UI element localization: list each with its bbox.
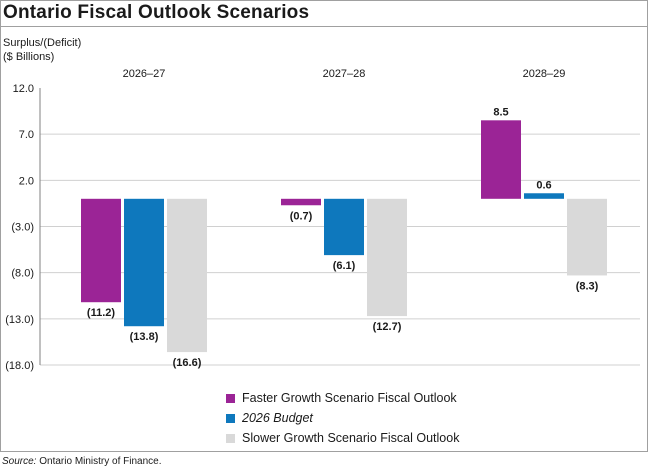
legend-label: Faster Growth Scenario Fiscal Outlook	[242, 391, 457, 405]
y-tick-label: 12.0	[13, 83, 34, 95]
legend-swatch	[226, 413, 235, 423]
legend-item: 2026 Budget	[226, 408, 459, 428]
data-label: (0.7)	[290, 210, 313, 222]
chart-title: Ontario Fiscal Outlook Scenarios	[3, 2, 310, 23]
y-tick-label: 2.0	[19, 175, 34, 187]
y-axis-label-line1: Surplus/(Deficit)	[3, 37, 82, 49]
bar	[367, 198, 407, 317]
legend-item: Faster Growth Scenario Fiscal Outlook	[226, 388, 459, 408]
category-label: 2028–29	[523, 68, 566, 80]
data-label: (16.6)	[173, 357, 202, 369]
source-note: Source: Ontario Ministry of Finance.	[2, 456, 162, 467]
bar	[281, 198, 321, 206]
source-text: Ontario Ministry of Finance.	[39, 456, 162, 467]
data-label: (11.2)	[87, 307, 115, 319]
title-divider	[0, 26, 648, 27]
bar	[524, 193, 564, 199]
legend-swatch	[226, 393, 235, 403]
bar	[481, 120, 521, 199]
data-label: (12.7)	[373, 321, 402, 333]
data-label: (6.1)	[333, 260, 356, 272]
bar	[124, 198, 164, 327]
y-tick-label: (8.0)	[11, 268, 34, 280]
bar	[324, 198, 364, 256]
category-label: 2027–28	[323, 68, 366, 80]
data-label: 8.5	[493, 106, 508, 118]
data-label: 0.6	[536, 179, 551, 191]
legend-swatch	[226, 433, 235, 443]
chart-legend: Faster Growth Scenario Fiscal Outlook 202…	[226, 388, 459, 448]
y-axis-label-line2: ($ Billions)	[3, 51, 55, 63]
y-tick-label: (18.0)	[5, 360, 34, 372]
y-tick-label: (3.0)	[11, 222, 34, 234]
chart-frame	[0, 0, 648, 452]
y-tick-label: 7.0	[19, 129, 34, 141]
bar	[81, 198, 121, 303]
source-label: Source:	[2, 456, 37, 467]
data-label: (13.8)	[130, 331, 159, 343]
y-tick-label: (13.0)	[5, 314, 34, 326]
legend-label: Slower Growth Scenario Fiscal Outlook	[242, 431, 460, 445]
data-label: (8.3)	[576, 280, 599, 292]
category-label: 2026–27	[123, 68, 166, 80]
legend-item: Slower Growth Scenario Fiscal Outlook	[226, 428, 459, 448]
bar	[167, 198, 207, 353]
bar	[567, 198, 607, 276]
legend-label: 2026 Budget	[242, 411, 313, 425]
